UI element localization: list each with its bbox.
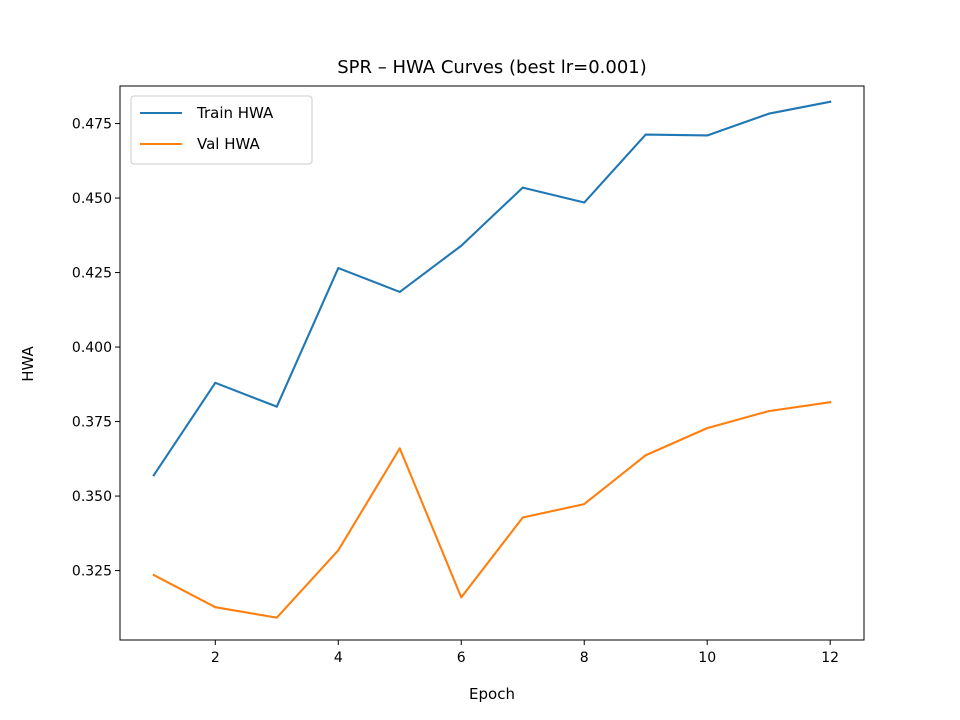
- data-point: [706, 427, 709, 430]
- data-point: [829, 401, 832, 404]
- data-point: [275, 405, 278, 408]
- y-tick-label: 0.475: [72, 117, 112, 133]
- data-point: [583, 503, 586, 506]
- y-tick-label: 0.375: [72, 415, 112, 431]
- legend-label: Train HWA: [196, 104, 274, 122]
- data-point: [460, 244, 463, 247]
- data-point: [275, 616, 278, 619]
- x-tick-label: 8: [580, 650, 589, 666]
- y-tick-label: 0.400: [72, 340, 112, 356]
- y-axis-title: HWA: [19, 345, 37, 381]
- x-tick-label: 10: [698, 650, 716, 666]
- legend: Train HWA Val HWA: [130, 95, 313, 165]
- data-point: [829, 100, 832, 103]
- legend-label: Val HWA: [197, 135, 261, 153]
- data-point: [398, 447, 401, 450]
- data-point: [398, 290, 401, 293]
- x-axis-title: Epoch: [469, 685, 515, 703]
- data-point: [644, 454, 647, 457]
- x-tick-label: 2: [211, 650, 220, 666]
- data-point: [152, 474, 155, 477]
- data-point: [152, 574, 155, 577]
- x-tick-label: 6: [457, 650, 466, 666]
- data-point: [214, 606, 217, 609]
- series-line-train-hwa: [152, 100, 832, 477]
- plot-frame: [119, 85, 865, 641]
- data-point: [767, 112, 770, 115]
- x-tick-label: 4: [334, 650, 343, 666]
- data-point: [583, 201, 586, 204]
- y-tick-label: 0.325: [72, 564, 112, 580]
- data-point: [214, 381, 217, 384]
- data-point: [337, 267, 340, 270]
- data-point: [521, 186, 524, 189]
- chart-title: SPR – HWA Curves (best lr=0.001): [337, 57, 647, 78]
- series-line-val-hwa: [152, 400, 832, 619]
- plot-area: 2 4 6 8 10 12 0.325 0.350 0.375 0.400 0.425 0.450 0.…: [72, 85, 865, 666]
- y-tick-label: 0.350: [72, 489, 112, 505]
- data-point: [706, 134, 709, 137]
- x-tick-label: 12: [821, 650, 839, 666]
- data-point: [521, 516, 524, 519]
- data-point: [767, 410, 770, 413]
- data-point: [337, 549, 340, 552]
- y-tick-label: 0.425: [72, 266, 112, 282]
- data-point: [460, 596, 463, 599]
- y-tick-label: 0.450: [72, 191, 112, 207]
- data-point: [644, 133, 647, 136]
